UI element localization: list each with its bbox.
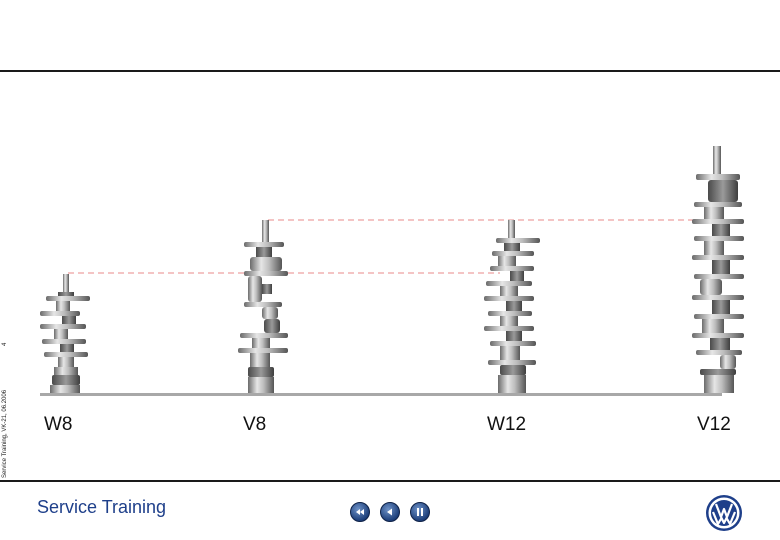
ground-line bbox=[40, 393, 722, 396]
w8-crankshaft bbox=[40, 274, 90, 393]
v8-crankshaft bbox=[238, 220, 288, 393]
pause-icon bbox=[417, 508, 423, 516]
pause-button[interactable] bbox=[410, 502, 430, 522]
v12-crankshaft bbox=[692, 146, 744, 393]
back-button[interactable] bbox=[380, 502, 400, 522]
engine-label-v12: V12 bbox=[697, 414, 731, 435]
engine-label-v8: V8 bbox=[243, 414, 267, 435]
crankshaft-comparison-figure bbox=[40, 146, 744, 396]
engine-label-w8: W8 bbox=[44, 414, 73, 435]
back-icon bbox=[387, 508, 392, 516]
vw-logo-icon[interactable] bbox=[705, 494, 743, 532]
header-divider bbox=[0, 70, 780, 72]
engine-label-w12: W12 bbox=[487, 414, 527, 435]
brand-title: Service Training bbox=[37, 497, 167, 517]
w12-crankshaft bbox=[484, 220, 540, 393]
rewind-button[interactable] bbox=[350, 502, 370, 522]
rewind-icon bbox=[356, 509, 364, 515]
footer-divider bbox=[0, 480, 780, 482]
